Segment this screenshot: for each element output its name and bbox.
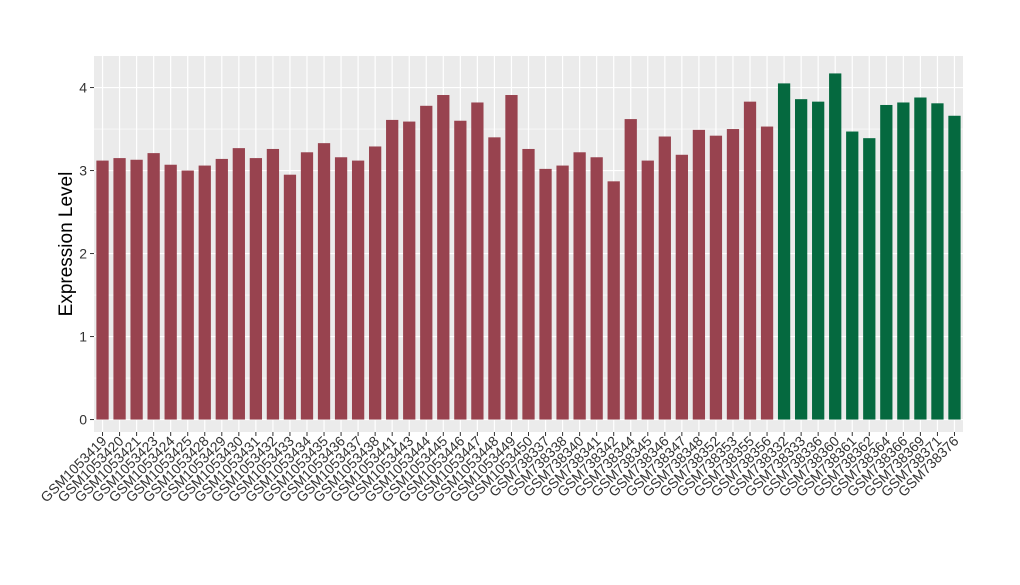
bar-GSM1053438: [369, 146, 382, 420]
bar-GSM1053423: [147, 153, 160, 420]
bar-GSM1053444: [420, 105, 433, 420]
bar-GSM1053449: [505, 95, 518, 420]
bar-GSM1053435: [317, 143, 331, 420]
bar-GSM738348: [692, 129, 706, 420]
y-tick-label: 4: [79, 80, 87, 96]
bar-GSM1053446: [454, 120, 467, 420]
y-axis: 0 1 2 3 4: [79, 80, 94, 428]
bar-GSM1053424: [164, 164, 177, 420]
bar-GSM1053425: [181, 170, 194, 420]
bar-GSM738376: [948, 115, 961, 420]
bar-GSM1053434: [300, 152, 314, 420]
bar-GSM738340: [573, 152, 586, 420]
bar-GSM1053419: [96, 160, 109, 420]
bar-GSM1053450: [522, 148, 535, 420]
bar-GSM1053428: [198, 165, 211, 420]
bar-GSM738347: [675, 154, 688, 420]
bar-GSM738341: [590, 157, 603, 420]
bar-GSM1053436: [334, 157, 348, 420]
bar-GSM738366: [897, 102, 910, 420]
bars: [96, 73, 961, 420]
bar-GSM1053432: [266, 148, 280, 420]
bar-GSM738337: [539, 168, 552, 420]
bar-GSM738362: [863, 138, 876, 420]
y-tick-label: 3: [79, 163, 87, 179]
bar-GSM738332: [777, 83, 791, 420]
bar-GSM738338: [556, 165, 569, 420]
bar-GSM738336: [812, 101, 825, 420]
bar-GSM1053421: [130, 159, 143, 420]
bar-GSM1053420: [113, 158, 126, 420]
bar-GSM1053431: [249, 158, 263, 420]
bar-GSM1053429: [215, 158, 228, 420]
bar-GSM738352: [709, 135, 723, 420]
bar-GSM1053447: [471, 102, 484, 420]
y-tick-label: 1: [79, 329, 87, 345]
bar-GSM738333: [794, 99, 808, 420]
bar-GSM738371: [931, 103, 944, 420]
bar-GSM1053445: [437, 95, 450, 420]
bar-GSM738356: [760, 126, 774, 420]
bar-GSM738346: [658, 136, 671, 420]
x-axis: GSM1053419GSM1053420GSM1053421GSM1053423…: [37, 432, 962, 505]
bar-GSM738355: [743, 101, 757, 420]
y-axis-label: Expression Level: [56, 172, 77, 317]
bar-GSM1053448: [488, 137, 501, 420]
y-tick-label: 2: [79, 246, 87, 262]
bar-GSM1053437: [351, 160, 365, 420]
bar-GSM738364: [880, 104, 893, 420]
bar-GSM738342: [607, 181, 620, 420]
bar-GSM738353: [726, 129, 740, 420]
bar-GSM738361: [846, 131, 859, 420]
bar-GSM1053430: [232, 148, 245, 420]
bar-GSM738369: [914, 97, 927, 420]
bar-GSM738344: [624, 119, 637, 420]
bar-GSM1053441: [386, 119, 399, 420]
bar-GSM1053433: [283, 174, 297, 420]
bar-GSM1053443: [403, 121, 416, 420]
bar-GSM738345: [641, 160, 654, 420]
bar-GSM738360: [829, 73, 842, 420]
y-tick-label: 0: [79, 412, 87, 428]
